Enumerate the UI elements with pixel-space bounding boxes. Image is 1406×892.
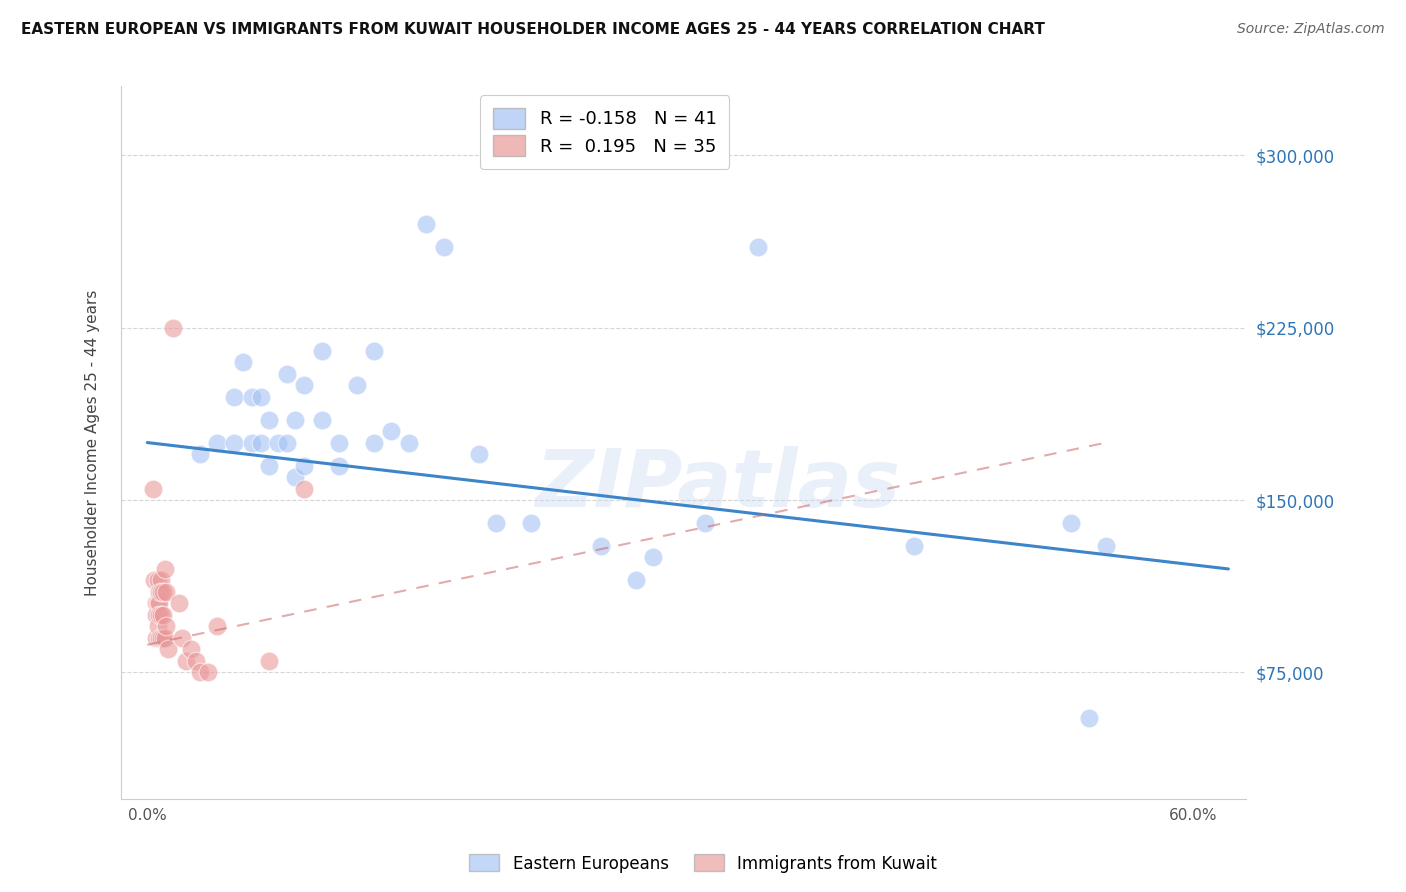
Point [152, 607, 174, 622]
Point [172, 631, 194, 645]
Point [150, 574, 173, 588]
Point [259, 412, 281, 426]
Point [624, 574, 647, 588]
Point [150, 585, 173, 599]
Point [903, 539, 925, 553]
Point [157, 642, 180, 657]
Point [259, 458, 281, 473]
Point [197, 665, 219, 680]
Point [695, 516, 717, 530]
Point [1095, 539, 1118, 553]
Point [152, 631, 174, 645]
Point [1060, 516, 1083, 530]
Point [167, 596, 190, 610]
Point [155, 619, 177, 633]
Point [155, 585, 177, 599]
Text: ZIPatlas: ZIPatlas [534, 446, 900, 524]
Point [380, 424, 402, 438]
Legend: R = -0.158   N = 41, R =  0.195   N = 35: R = -0.158 N = 41, R = 0.195 N = 35 [481, 95, 730, 169]
Y-axis label: Householder Income Ages 25 - 44 years: Householder Income Ages 25 - 44 years [86, 289, 100, 596]
Legend: Eastern Europeans, Immigrants from Kuwait: Eastern Europeans, Immigrants from Kuwai… [463, 847, 943, 880]
Point [276, 367, 298, 381]
Point [589, 539, 612, 553]
Point [311, 412, 333, 426]
Point [398, 435, 420, 450]
Text: Source: ZipAtlas.com: Source: ZipAtlas.com [1237, 22, 1385, 37]
Point [146, 574, 169, 588]
Point [520, 516, 543, 530]
Point [292, 378, 315, 392]
Point [249, 390, 271, 404]
Point [467, 447, 489, 461]
Point [150, 607, 173, 622]
Point [188, 447, 211, 461]
Point [232, 355, 254, 369]
Point [346, 378, 368, 392]
Point [180, 642, 202, 657]
Point [328, 458, 350, 473]
Point [174, 654, 197, 668]
Point [284, 470, 307, 484]
Point [150, 631, 173, 645]
Point [292, 482, 315, 496]
Point [146, 596, 169, 610]
Point [145, 596, 167, 610]
Point [292, 458, 315, 473]
Point [224, 435, 246, 450]
Text: EASTERN EUROPEAN VS IMMIGRANTS FROM KUWAIT HOUSEHOLDER INCOME AGES 25 - 44 YEARS: EASTERN EUROPEAN VS IMMIGRANTS FROM KUWA… [21, 22, 1045, 37]
Point [148, 607, 170, 622]
Point [141, 482, 163, 496]
Point [267, 435, 290, 450]
Point [1077, 711, 1099, 725]
Point [146, 619, 169, 633]
Point [240, 435, 263, 450]
Point [240, 390, 263, 404]
Point [143, 574, 166, 588]
Point [162, 320, 184, 334]
Point [363, 343, 385, 358]
Point [188, 665, 211, 680]
Point [148, 631, 170, 645]
Point [152, 585, 174, 599]
Point [284, 412, 307, 426]
Point [153, 562, 176, 576]
Point [415, 217, 437, 231]
Point [145, 607, 167, 622]
Point [641, 550, 664, 565]
Point [259, 654, 281, 668]
Point [184, 654, 207, 668]
Point [249, 435, 271, 450]
Point [153, 631, 176, 645]
Point [363, 435, 385, 450]
Point [747, 240, 769, 254]
Point [328, 435, 350, 450]
Point [311, 343, 333, 358]
Point [276, 435, 298, 450]
Point [205, 619, 228, 633]
Point [433, 240, 456, 254]
Point [205, 435, 228, 450]
Point [148, 585, 170, 599]
Point [145, 631, 167, 645]
Point [224, 390, 246, 404]
Point [485, 516, 508, 530]
Point [148, 596, 170, 610]
